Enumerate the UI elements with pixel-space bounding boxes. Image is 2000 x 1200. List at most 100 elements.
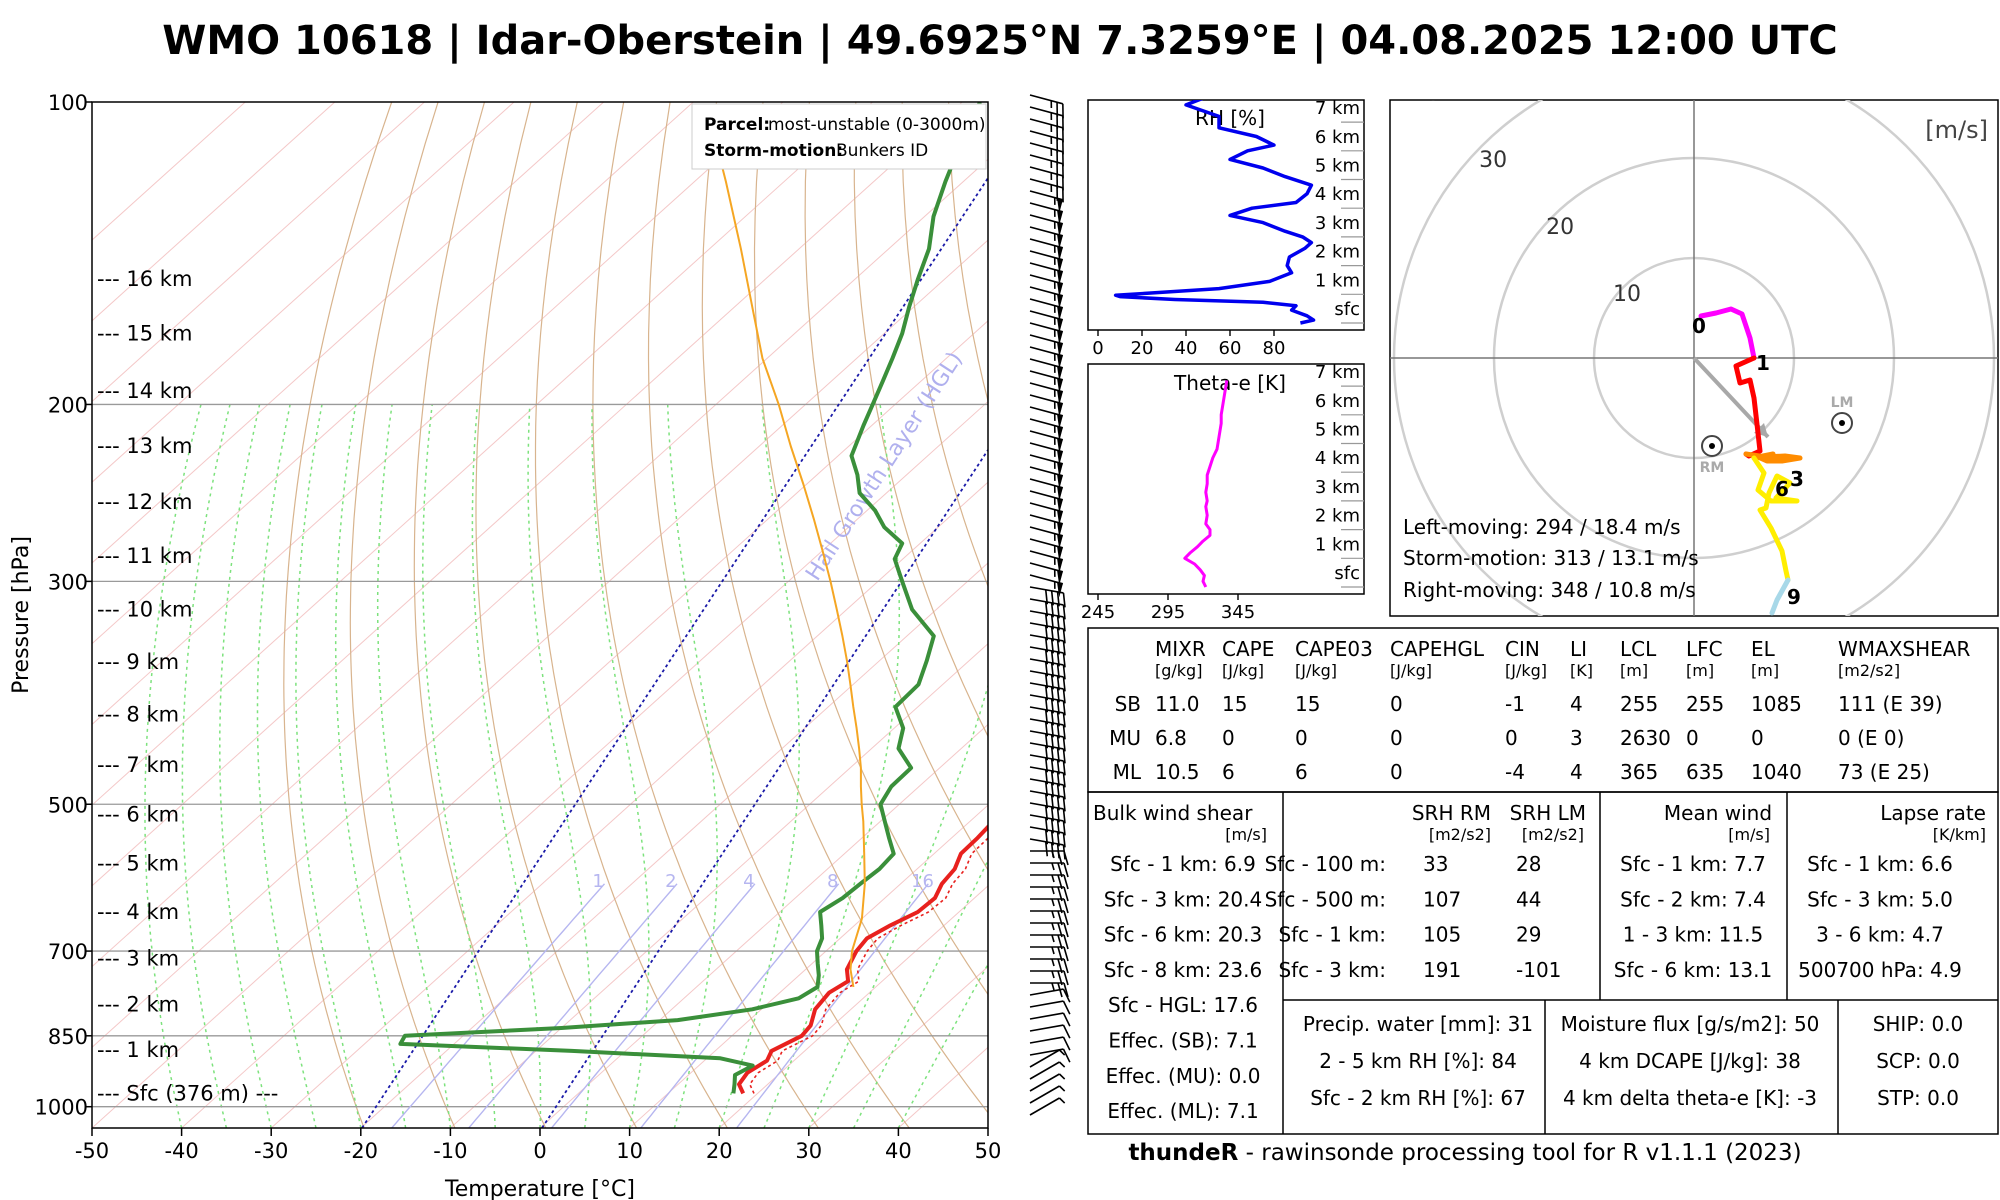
x-tick-label: -50 [75, 1139, 109, 1163]
table-header: WMAXSHEAR [1838, 637, 1970, 661]
srh-row-label: Sfc - 500 m: [1265, 887, 1386, 911]
height-label: --- 16 km [97, 267, 192, 291]
storm-marker: RM [1700, 435, 1724, 476]
lapse-row: 500700 hPa: 4.9 [1798, 958, 1962, 982]
height-tick-label: 1 km [1315, 534, 1360, 555]
table-cell: 0 [1505, 726, 1518, 750]
table-cell: 15 [1295, 692, 1320, 716]
moist-adiabat [144, 404, 202, 1128]
wind-barb [1029, 1000, 1071, 1015]
legend-box [691, 103, 987, 170]
table-cell: 0 [1390, 692, 1403, 716]
mixing-ratio-label: 4 [743, 871, 754, 892]
p-tick-label: 700 [48, 940, 88, 964]
isotherm [92, 158, 988, 968]
wind-barb [1029, 550, 1064, 574]
composite-row: SCP: 0.0 [1876, 1049, 1960, 1073]
isotherm [92, 320, 988, 1128]
skewt-height-labels: --- Sfc (376 m) --- --- 1 km --- 2 km --- 3… [97, 267, 278, 1105]
hodograph-segment [1698, 306, 1757, 361]
table-cell: 111 (E 39) [1838, 692, 1943, 716]
wind-barb [1029, 358, 1064, 382]
isotherm [629, 804, 988, 1128]
isotherm [92, 102, 515, 483]
height-tick-label: 4 km [1315, 448, 1360, 469]
moist-adiabat [295, 404, 362, 1128]
lapse-title: Lapse rate [1880, 801, 1986, 825]
x-tick-label: -10 [433, 1139, 467, 1163]
rh-frame [1087, 99, 1365, 331]
wind-barb [1029, 1085, 1066, 1104]
height-tick-label: 4 km [1315, 184, 1360, 205]
table-unit: [m2/s2] [1838, 661, 1900, 680]
wind-barb [1029, 310, 1064, 334]
srh-rm-unit: [m2/s2] [1429, 825, 1491, 844]
skewt-frame [91, 101, 989, 1129]
height-label: --- 15 km [97, 322, 192, 346]
x-tick-label: 40 [885, 1139, 912, 1163]
wind-barb [1029, 1036, 1071, 1051]
p-tick-label: 100 [48, 91, 88, 115]
table-cell: 2630 [1620, 726, 1671, 750]
table-header: EL [1751, 637, 1776, 661]
table-cell: 0 [1295, 726, 1308, 750]
moist-adiabat [256, 404, 317, 1128]
hodograph-info: Left-moving: 294 / 18.4 m/s Storm-motion… [1403, 515, 1699, 602]
hodograph-panel: 10 20 30 40 LM RM 0 1 36 9 [m/s] Left-moving: 29… [1389, 99, 1999, 617]
ring-label: 20 [1546, 215, 1574, 240]
shear-title: Bulk wind shear [1093, 801, 1253, 825]
table-row-label: SB [1115, 692, 1141, 716]
table-unit: [g/kg] [1155, 661, 1202, 680]
height-mark: 1 [1756, 351, 1770, 375]
dry-adiabat [901, 102, 988, 588]
height-tick-label: 1 km [1315, 270, 1360, 291]
table-header: CAPEHGL [1390, 637, 1485, 661]
dry-adiabat [283, 102, 393, 1128]
hodograph-segment [1769, 577, 1791, 616]
height-label: --- 10 km [97, 598, 192, 622]
wind-barb [1029, 442, 1064, 466]
table-cell: 255 [1686, 692, 1724, 716]
moist-adiabat [376, 404, 452, 1128]
lapse-row: Sfc - 1 km: 6.6 [1807, 852, 1953, 876]
isotherm [270, 481, 988, 1128]
srh-lm-unit: [m2/s2] [1522, 825, 1584, 844]
flux-row: Moisture flux [g/s/m2]: 50 [1561, 1012, 1820, 1036]
wind-barb [1029, 286, 1064, 310]
table-unit: [m] [1751, 661, 1779, 680]
height-tick-label: 7 km [1315, 98, 1360, 119]
p-tick-label: 850 [48, 1025, 88, 1049]
footer-credit: thundeR - rawinsonde processing tool for… [1085, 1140, 1845, 1166]
wind-barb [1029, 274, 1064, 298]
srh-lm-value: 44 [1516, 887, 1541, 911]
srh-row-label: Sfc - 100 m: [1265, 852, 1386, 876]
moist-adiabat [591, 404, 650, 1128]
shear-row: Effec. (SB): 7.1 [1108, 1029, 1257, 1053]
height-mark: 0 [1692, 314, 1706, 338]
wind-barb [1029, 214, 1064, 238]
skewt-background-lines [92, 102, 988, 1128]
x-tick-label: 20 [706, 1139, 733, 1163]
height-label: --- 2 km [97, 992, 179, 1016]
table-cell: -4 [1505, 760, 1525, 784]
hail-growth-layer: Hail Growth Layer (HGL) [361, 177, 988, 1128]
table-cell: 11.0 [1155, 692, 1200, 716]
skewt-ylabel: Pressure [hPa] [9, 536, 34, 694]
height-tick-label: 5 km [1315, 156, 1360, 177]
temperature-line [737, 823, 988, 1095]
srh-rm-value: 33 [1423, 852, 1448, 876]
theta-e-x-ticks: 245 295 345 [1081, 594, 1255, 623]
wind-barb [1030, 922, 1069, 938]
mixing-ratio-label: 16 [911, 871, 934, 892]
dry-adiabat [701, 102, 988, 1114]
x-tick-label: 30 [795, 1139, 822, 1163]
rh-panel: RH [%] sfc 1 km 2 km 3 km 4 km 5 km 6 km 7 km 0… [1087, 98, 1365, 359]
meanwind-unit: [m/s] [1728, 825, 1770, 844]
x-tick-label: 10 [616, 1139, 643, 1163]
height-label: --- 5 km [97, 852, 179, 876]
lapse-unit: [K/km] [1933, 825, 1986, 844]
meanwind-row: Sfc - 6 km: 13.1 [1614, 958, 1772, 982]
srh-rm-title: SRH RM [1412, 801, 1491, 825]
theta-e-frame [1087, 363, 1365, 595]
